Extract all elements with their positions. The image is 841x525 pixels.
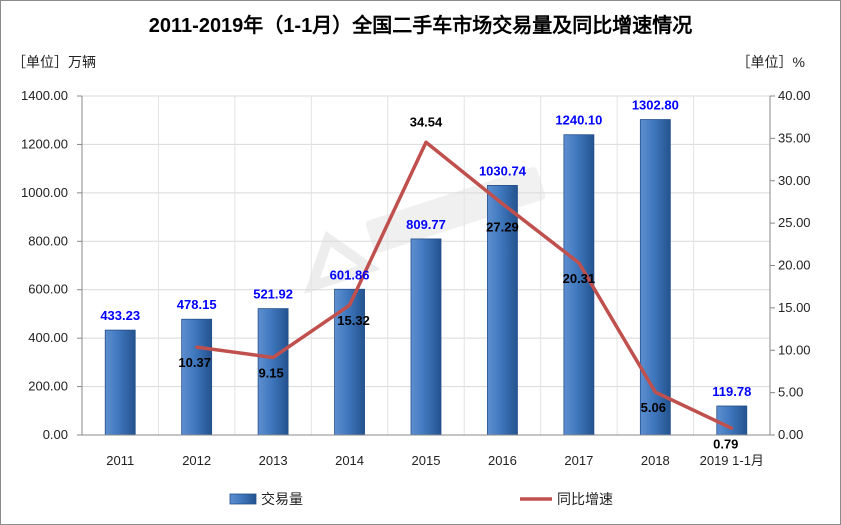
right-tick-label: 15.00 — [778, 300, 811, 315]
bar-2018 — [639, 119, 671, 436]
right-tick-label: 25.00 — [778, 215, 811, 230]
left-tick-label: 1200.00 — [21, 136, 68, 151]
right-tick-label: 40.00 — [778, 88, 811, 103]
bar-value-label: 809.77 — [406, 217, 446, 232]
bar-value-label: 521.92 — [253, 287, 293, 302]
bar-2016 — [487, 185, 518, 436]
left-tick-label: 1400.00 — [21, 88, 68, 103]
right-tick-label: 30.00 — [778, 173, 811, 188]
x-tick-label: 2017 — [564, 453, 593, 468]
left-tick-label: 200.00 — [28, 379, 68, 394]
growth-rate-point-2018 — [653, 390, 657, 394]
x-tick-label: 2013 — [259, 453, 288, 468]
bar-2015 — [410, 238, 442, 436]
x-tick-label: 2018 — [641, 453, 670, 468]
growth-rate-point-2013 — [271, 355, 275, 359]
legend-bar-swatch — [229, 493, 257, 505]
bar-2013 — [257, 308, 289, 436]
x-tick-label: 2011 — [106, 453, 134, 468]
growth-rate-point-2015 — [424, 140, 428, 144]
right-tick-label: 35.00 — [778, 130, 811, 145]
bar-value-label: 1240.10 — [555, 113, 602, 128]
bar-value-label: 478.15 — [177, 297, 217, 312]
left-tick-label: 800.00 — [28, 233, 68, 248]
growth-rate-label: 20.31 — [563, 271, 596, 286]
right-tick-label: 10.00 — [778, 342, 811, 357]
x-tick-label: 2012 — [182, 453, 211, 468]
growth-rate-point-2014 — [348, 303, 352, 307]
growth-rate-point-2012 — [195, 345, 199, 349]
right-tick-label: 5.00 — [778, 385, 803, 400]
growth-rate-label: 0.79 — [713, 436, 738, 451]
bar-value-label: 119.78 — [712, 384, 751, 399]
left-tick-label: 1000.00 — [21, 185, 68, 200]
bar-value-label: 433.23 — [100, 308, 140, 323]
left-axis-unit: ［单位］万辆 — [12, 54, 96, 70]
left-tick-label: 600.00 — [28, 282, 68, 297]
growth-rate-label: 10.37 — [178, 355, 211, 370]
growth-rate-point-2019 1-1月 — [730, 426, 734, 430]
growth-rate-line — [196, 140, 733, 430]
chart-title: 2011-2019年（1-1月）全国二手车市场交易量及同比增速情况 — [148, 15, 693, 37]
right-tick-label: 20.00 — [778, 258, 811, 273]
x-tick-label: 2014 — [335, 453, 364, 468]
left-tick-label: 0.00 — [43, 427, 68, 442]
legend-bar-label: 交易量 — [261, 491, 303, 507]
growth-rate-point-2016 — [500, 202, 504, 206]
growth-rate-label: 27.29 — [486, 220, 519, 235]
bar-value-label: 601.86 — [330, 267, 370, 282]
right-tick-label: 0.00 — [778, 427, 803, 442]
growth-rate-label: 34.54 — [410, 114, 443, 129]
bar-value-label: 1030.74 — [479, 163, 527, 178]
bar-2019 1-1月 — [716, 405, 748, 436]
growth-rate-label: 5.06 — [641, 400, 666, 415]
right-axis-unit: ［单位］% — [736, 54, 805, 70]
x-tick-label: 2019 1-1月 — [700, 453, 764, 468]
growth-rate-label: 15.32 — [337, 313, 370, 328]
legend-line-label: 同比增速 — [557, 491, 613, 507]
growth-rate-point-2017 — [577, 261, 581, 265]
left-tick-label: 400.00 — [28, 330, 68, 345]
x-tick-label: 2016 — [488, 453, 517, 468]
x-tick-label: 2015 — [412, 453, 441, 468]
bar-2011 — [104, 329, 136, 436]
bar-2012 — [181, 318, 213, 436]
growth-rate-label: 9.15 — [258, 365, 283, 380]
bar-value-label: 1302.80 — [632, 98, 679, 113]
